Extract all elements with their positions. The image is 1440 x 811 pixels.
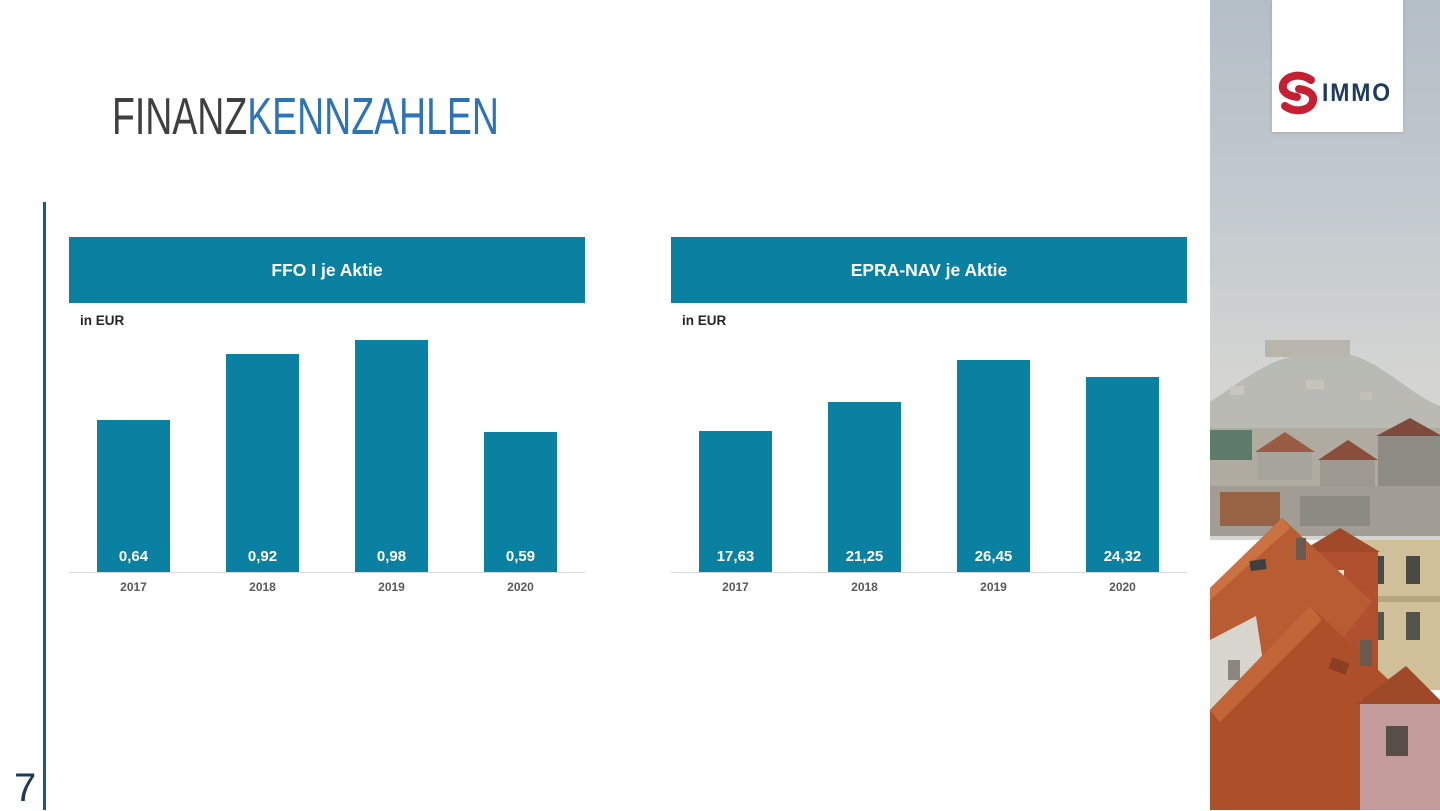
bar-value-label: 0,64 (118, 548, 149, 565)
bar: 0,59 (484, 432, 557, 572)
bar: 24,32 (1086, 377, 1159, 572)
x-axis-label: 2018 (851, 580, 878, 594)
x-axis-labels: 2017 2018 2019 2020 (671, 580, 1187, 594)
plot-area: 0,64 0,92 0,98 0,59 (69, 336, 585, 573)
x-axis-label: 2018 (249, 580, 276, 594)
bar: 0,92 (226, 354, 299, 572)
plot-area: 17,63 21,25 26,45 24,32 (671, 336, 1187, 573)
page-number: 7 (14, 766, 37, 810)
x-axis-label: 2019 (378, 580, 405, 594)
bar-value-label: 26,45 (974, 548, 1013, 565)
left-accent-line (43, 202, 46, 810)
x-axis-labels: 2017 2018 2019 2020 (69, 580, 585, 594)
x-axis-label: 2017 (120, 580, 147, 594)
chart-title: EPRA-NAV je Aktie (850, 259, 1008, 280)
logo-text: IMMO (1321, 78, 1392, 107)
bar: 0,64 (97, 420, 170, 572)
bar: 21,25 (828, 402, 901, 572)
chart-epra-nav-per-share: EPRA-NAV je Aktie in EUR 17,63 21,25 26,45… (671, 237, 1187, 594)
x-axis-label: 2020 (1109, 580, 1136, 594)
page-title-part1: FINANZ (112, 88, 248, 146)
bar: 26,45 (957, 360, 1030, 572)
company-logo: IMMO (1272, 0, 1403, 132)
chart-title: FFO I je Aktie (271, 259, 383, 280)
bar-value-label: 0,98 (376, 548, 407, 565)
chart-ffo-per-share: FFO I je Aktie in EUR 0,64 0,92 0,98 0,59 2… (69, 237, 585, 594)
bar-value-label: 0,92 (247, 548, 278, 565)
bar-value-label: 21,25 (845, 548, 884, 565)
page-title: FINANZKENNZAHLEN (112, 90, 499, 145)
bar: 0,98 (355, 340, 428, 572)
x-axis-label: 2019 (980, 580, 1007, 594)
unit-label: in EUR (682, 313, 727, 328)
s-immo-swirl-icon (1278, 71, 1318, 115)
x-axis-label: 2020 (507, 580, 534, 594)
bar-value-label: 17,63 (716, 548, 755, 565)
bar-value-label: 0,59 (505, 548, 536, 565)
unit-label: in EUR (80, 313, 125, 328)
chart-title-banner: EPRA-NAV je Aktie (671, 237, 1187, 303)
page-title-part2: KENNZAHLEN (247, 88, 499, 146)
chart-title-banner: FFO I je Aktie (69, 237, 585, 303)
bar: 17,63 (699, 431, 772, 572)
bar-value-label: 24,32 (1103, 548, 1142, 565)
x-axis-label: 2017 (722, 580, 749, 594)
